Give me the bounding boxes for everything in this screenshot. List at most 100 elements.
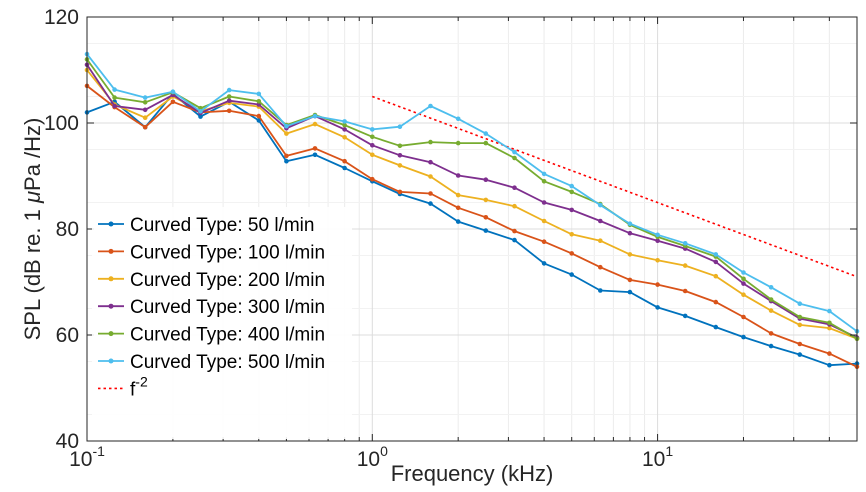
data-point — [142, 100, 148, 105]
data-point — [627, 230, 633, 236]
data-point — [312, 113, 318, 119]
legend-box — [92, 207, 352, 439]
data-point — [483, 228, 489, 233]
series-line — [86, 64, 858, 339]
data-point — [226, 108, 232, 114]
data-point — [512, 237, 517, 243]
data-point — [541, 200, 547, 205]
data-point — [768, 331, 774, 336]
data-point — [455, 219, 461, 224]
data-point — [713, 252, 719, 257]
reference-line-segment — [372, 95, 858, 278]
legend-label: Curved Type: 400 l/min — [130, 325, 325, 346]
data-point — [682, 263, 688, 268]
data-point — [312, 146, 318, 151]
legend-label: Curved Type: 300 l/min — [130, 297, 325, 318]
data-point — [112, 95, 117, 100]
data-point — [627, 221, 633, 226]
data-point — [226, 98, 232, 103]
data-point — [284, 123, 289, 129]
data-point — [682, 313, 688, 319]
data-point — [512, 228, 517, 234]
legend-item: Curved Type: 100 l/min — [98, 242, 325, 263]
data-point — [541, 218, 547, 224]
y-tick-label: 120 — [44, 6, 79, 29]
data-point — [483, 177, 489, 182]
data-point — [627, 252, 633, 257]
y-tick-label: 100 — [44, 112, 79, 135]
series-line — [86, 53, 858, 333]
legend-label: Curved Type: 50 l/min — [130, 215, 314, 236]
legend: Curved Type: 50 l/min Curved Type: 100 l/… — [92, 207, 352, 439]
data-point — [142, 95, 148, 100]
data-point — [569, 232, 574, 237]
data-point — [256, 113, 262, 119]
data-point — [512, 149, 517, 155]
legend-marker — [108, 221, 114, 227]
data-point — [682, 241, 688, 246]
y-tick-label: 80 — [56, 218, 79, 241]
data-point — [256, 99, 262, 104]
data-point — [655, 232, 660, 238]
y-tick-label: 60 — [56, 324, 79, 347]
data-point — [112, 87, 117, 92]
data-point — [713, 299, 719, 305]
legend-marker — [108, 303, 114, 309]
data-point — [428, 174, 433, 179]
data-point — [198, 114, 203, 119]
data-point — [598, 288, 603, 293]
data-point — [284, 158, 289, 164]
data-point — [370, 176, 375, 182]
data-point — [569, 251, 574, 256]
data-point — [142, 107, 148, 113]
data-point — [827, 308, 832, 314]
data-point — [428, 191, 433, 196]
data-point — [397, 153, 403, 158]
data-point — [741, 270, 746, 275]
data-point — [397, 163, 403, 168]
series-6 — [84, 51, 860, 334]
data-point — [284, 131, 289, 136]
data-point — [284, 153, 289, 159]
data-point — [541, 261, 547, 266]
y-axis-title: SPL (dB re. 1 μPa /Hz) — [20, 118, 45, 341]
data-point — [768, 343, 774, 349]
data-point — [397, 143, 403, 149]
legend-label: Curved Type: 100 l/min — [130, 242, 325, 263]
legend-label: f-2 — [130, 373, 148, 400]
data-point — [682, 288, 688, 294]
x-tick-label: 10-1 — [69, 443, 105, 471]
data-point — [655, 282, 660, 287]
data-point — [397, 124, 403, 129]
data-point — [342, 158, 347, 164]
data-point — [627, 289, 633, 295]
data-point — [142, 124, 148, 130]
data-point — [112, 103, 117, 109]
legend-marker — [108, 248, 114, 254]
data-point — [370, 152, 375, 158]
data-point — [797, 301, 803, 307]
data-point — [512, 203, 517, 209]
legend-item: Curved Type: 500 l/min — [98, 352, 325, 373]
data-point — [170, 99, 176, 105]
data-point — [768, 297, 774, 302]
data-point — [226, 94, 232, 99]
data-point — [370, 127, 375, 132]
data-point — [741, 281, 746, 286]
data-point — [569, 272, 574, 277]
data-point — [370, 143, 375, 148]
data-point — [797, 352, 803, 357]
data-point — [142, 115, 148, 120]
series-line — [86, 58, 858, 340]
data-point — [198, 109, 203, 114]
data-point — [713, 324, 719, 330]
data-point — [312, 152, 318, 158]
data-point — [342, 127, 347, 132]
data-point — [342, 135, 347, 140]
data-point — [713, 259, 719, 265]
data-point — [741, 334, 746, 340]
data-point — [170, 89, 176, 94]
y-tick-labels: 40 60 80 100 120 — [44, 6, 79, 453]
data-point — [655, 238, 660, 243]
